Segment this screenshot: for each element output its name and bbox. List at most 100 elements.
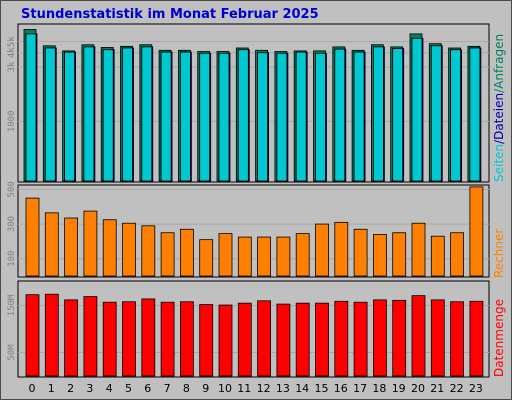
bar-datenmenge (392, 299, 407, 377)
side-label-bottom: Datenmenge (492, 299, 506, 377)
bar-rechner (372, 234, 387, 277)
bar-seiten (257, 52, 269, 182)
top-ytick-label: 5k (7, 36, 17, 47)
bar-rechner (353, 228, 368, 277)
bar-seiten (372, 46, 384, 182)
xtick-label: 18 (372, 382, 386, 395)
bar-datenmenge (334, 300, 349, 377)
bar-seiten (218, 52, 230, 182)
bar-rechner (102, 219, 117, 277)
bar-rechner (218, 233, 233, 277)
bar-datenmenge (44, 293, 59, 377)
top-ytick-label: 1000 (7, 111, 17, 133)
bar-seiten (315, 52, 326, 182)
xtick-label: 11 (237, 382, 251, 395)
bar-seiten (64, 51, 75, 182)
bar-rechner (25, 197, 40, 277)
xtick-label: 8 (183, 382, 190, 395)
xtick-label: 22 (450, 382, 464, 395)
xtick-label: 12 (257, 382, 271, 395)
bar-seiten (353, 51, 365, 182)
side-label-seiten: Seiten (492, 144, 506, 182)
bar-rechner (315, 223, 329, 277)
bar-seiten (430, 45, 442, 182)
side-label-top: Seiten/Dateien/Anfragen (492, 34, 506, 182)
side-label-middle: Rechner (492, 229, 506, 278)
bar-rechner (237, 236, 252, 277)
xtick-label: 17 (353, 382, 367, 395)
bar-datenmenge (102, 301, 117, 377)
middle-ytick-label: 500 (7, 181, 17, 197)
chart-marks (23, 29, 484, 377)
xtick-label: 10 (218, 382, 232, 395)
bar-seiten (160, 51, 172, 182)
bar-rechner (295, 233, 310, 277)
xtick-label: 6 (144, 382, 151, 395)
xtick-label: 15 (315, 382, 329, 395)
bar-seiten (102, 49, 114, 182)
bar-datenmenge (199, 304, 214, 377)
middle-ytick-label: 100 (7, 251, 17, 267)
side-label-anfragen: Anfragen (492, 34, 506, 89)
xtick-label: 13 (276, 382, 290, 395)
middle-ytick-label: 300 (7, 216, 17, 232)
bar-rechner (392, 232, 407, 277)
xtick-label: 19 (392, 382, 406, 395)
xtick-label: 21 (430, 382, 444, 395)
xtick-label: 4 (106, 382, 113, 395)
bar-datenmenge (179, 301, 194, 377)
bar-seiten (83, 46, 95, 182)
bar-datenmenge (450, 301, 465, 377)
bar-seiten (276, 52, 288, 182)
bar-seiten (469, 47, 481, 182)
bar-datenmenge (25, 294, 40, 377)
bar-rechner (450, 232, 465, 277)
xtick-label: 16 (334, 382, 348, 395)
bar-datenmenge (315, 302, 329, 377)
xtick-label: 9 (202, 382, 209, 395)
top-ytick-label: 3k (7, 61, 17, 72)
xtick-label: 14 (295, 382, 309, 395)
bar-seiten (237, 49, 249, 182)
bar-datenmenge (353, 301, 368, 377)
chart-title: Stundenstatistik im Monat Februar 2025 (21, 7, 319, 22)
bar-datenmenge (64, 299, 78, 377)
bar-datenmenge (372, 299, 387, 377)
bar-rechner (141, 225, 156, 277)
bar-rechner (334, 221, 349, 277)
xtick-label: 23 (469, 382, 483, 395)
bar-datenmenge (122, 301, 136, 377)
bar-seiten (141, 46, 153, 182)
bar-rechner (83, 210, 98, 277)
bar-rechner (64, 217, 78, 277)
bar-rechner (44, 212, 59, 277)
bar-seiten (25, 33, 37, 182)
bar-seiten (122, 47, 133, 182)
bottom-ytick-label: 50M (7, 344, 17, 361)
bar-seiten (334, 48, 346, 182)
xtick-label: 1 (48, 382, 55, 395)
xtick-label: 5 (125, 382, 132, 395)
bar-datenmenge (469, 300, 484, 377)
bar-rechner (469, 186, 484, 277)
bottom-ytick-label: 150M (7, 294, 17, 316)
xtick-label: 3 (86, 382, 93, 395)
bar-seiten (450, 49, 462, 182)
xtick-label: 0 (29, 382, 36, 395)
bar-rechner (179, 228, 194, 277)
bar-rechner (276, 236, 291, 277)
bar-datenmenge (276, 303, 291, 377)
bar-datenmenge (430, 299, 445, 377)
side-label-sep2: / (492, 88, 506, 93)
bar-datenmenge (83, 296, 98, 377)
bar-datenmenge (218, 304, 233, 377)
bar-seiten (392, 48, 404, 182)
xtick-label: 20 (411, 382, 425, 395)
bar-datenmenge (141, 298, 156, 377)
bar-seiten (44, 47, 56, 182)
side-label-dateien: Dateien (492, 93, 506, 140)
xtick-label: 7 (164, 382, 171, 395)
bar-rechner (122, 222, 136, 277)
